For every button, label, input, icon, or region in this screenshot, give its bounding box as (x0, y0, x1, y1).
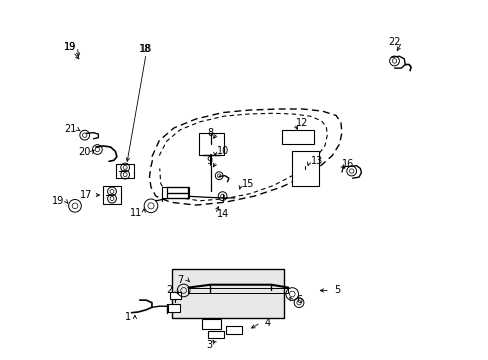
Bar (282, 130, 313, 144)
Text: 17: 17 (80, 190, 92, 200)
Text: 5: 5 (333, 285, 340, 296)
Bar (162, 187, 188, 198)
Text: 14: 14 (216, 209, 228, 219)
Text: 3: 3 (206, 340, 212, 350)
Bar (225, 326, 241, 334)
Text: 21: 21 (64, 124, 76, 134)
Bar (167, 305, 180, 312)
Text: 12: 12 (295, 118, 307, 128)
Bar (202, 319, 220, 329)
Text: 15: 15 (242, 179, 254, 189)
Text: 20: 20 (79, 147, 91, 157)
Bar (199, 134, 223, 155)
Text: 2: 2 (165, 285, 172, 296)
Text: 19: 19 (64, 42, 76, 52)
Text: 18: 18 (140, 44, 152, 54)
Text: 18: 18 (138, 44, 150, 54)
Text: 10: 10 (216, 145, 228, 156)
Text: 8: 8 (207, 128, 213, 138)
Bar (291, 152, 318, 185)
Text: 7: 7 (177, 275, 183, 285)
Text: 13: 13 (310, 156, 322, 166)
Bar (103, 186, 120, 204)
Text: 6: 6 (295, 295, 302, 305)
Text: 11: 11 (130, 208, 142, 218)
Text: 9: 9 (206, 156, 212, 166)
Bar (208, 330, 224, 338)
Text: 19: 19 (52, 196, 64, 206)
Text: 16: 16 (341, 159, 353, 169)
Bar (116, 164, 134, 178)
Bar (172, 269, 284, 319)
Text: 22: 22 (387, 37, 400, 47)
Bar (170, 292, 181, 299)
Text: 4: 4 (264, 318, 270, 328)
Text: 19: 19 (64, 42, 76, 51)
Text: 1: 1 (124, 312, 130, 322)
